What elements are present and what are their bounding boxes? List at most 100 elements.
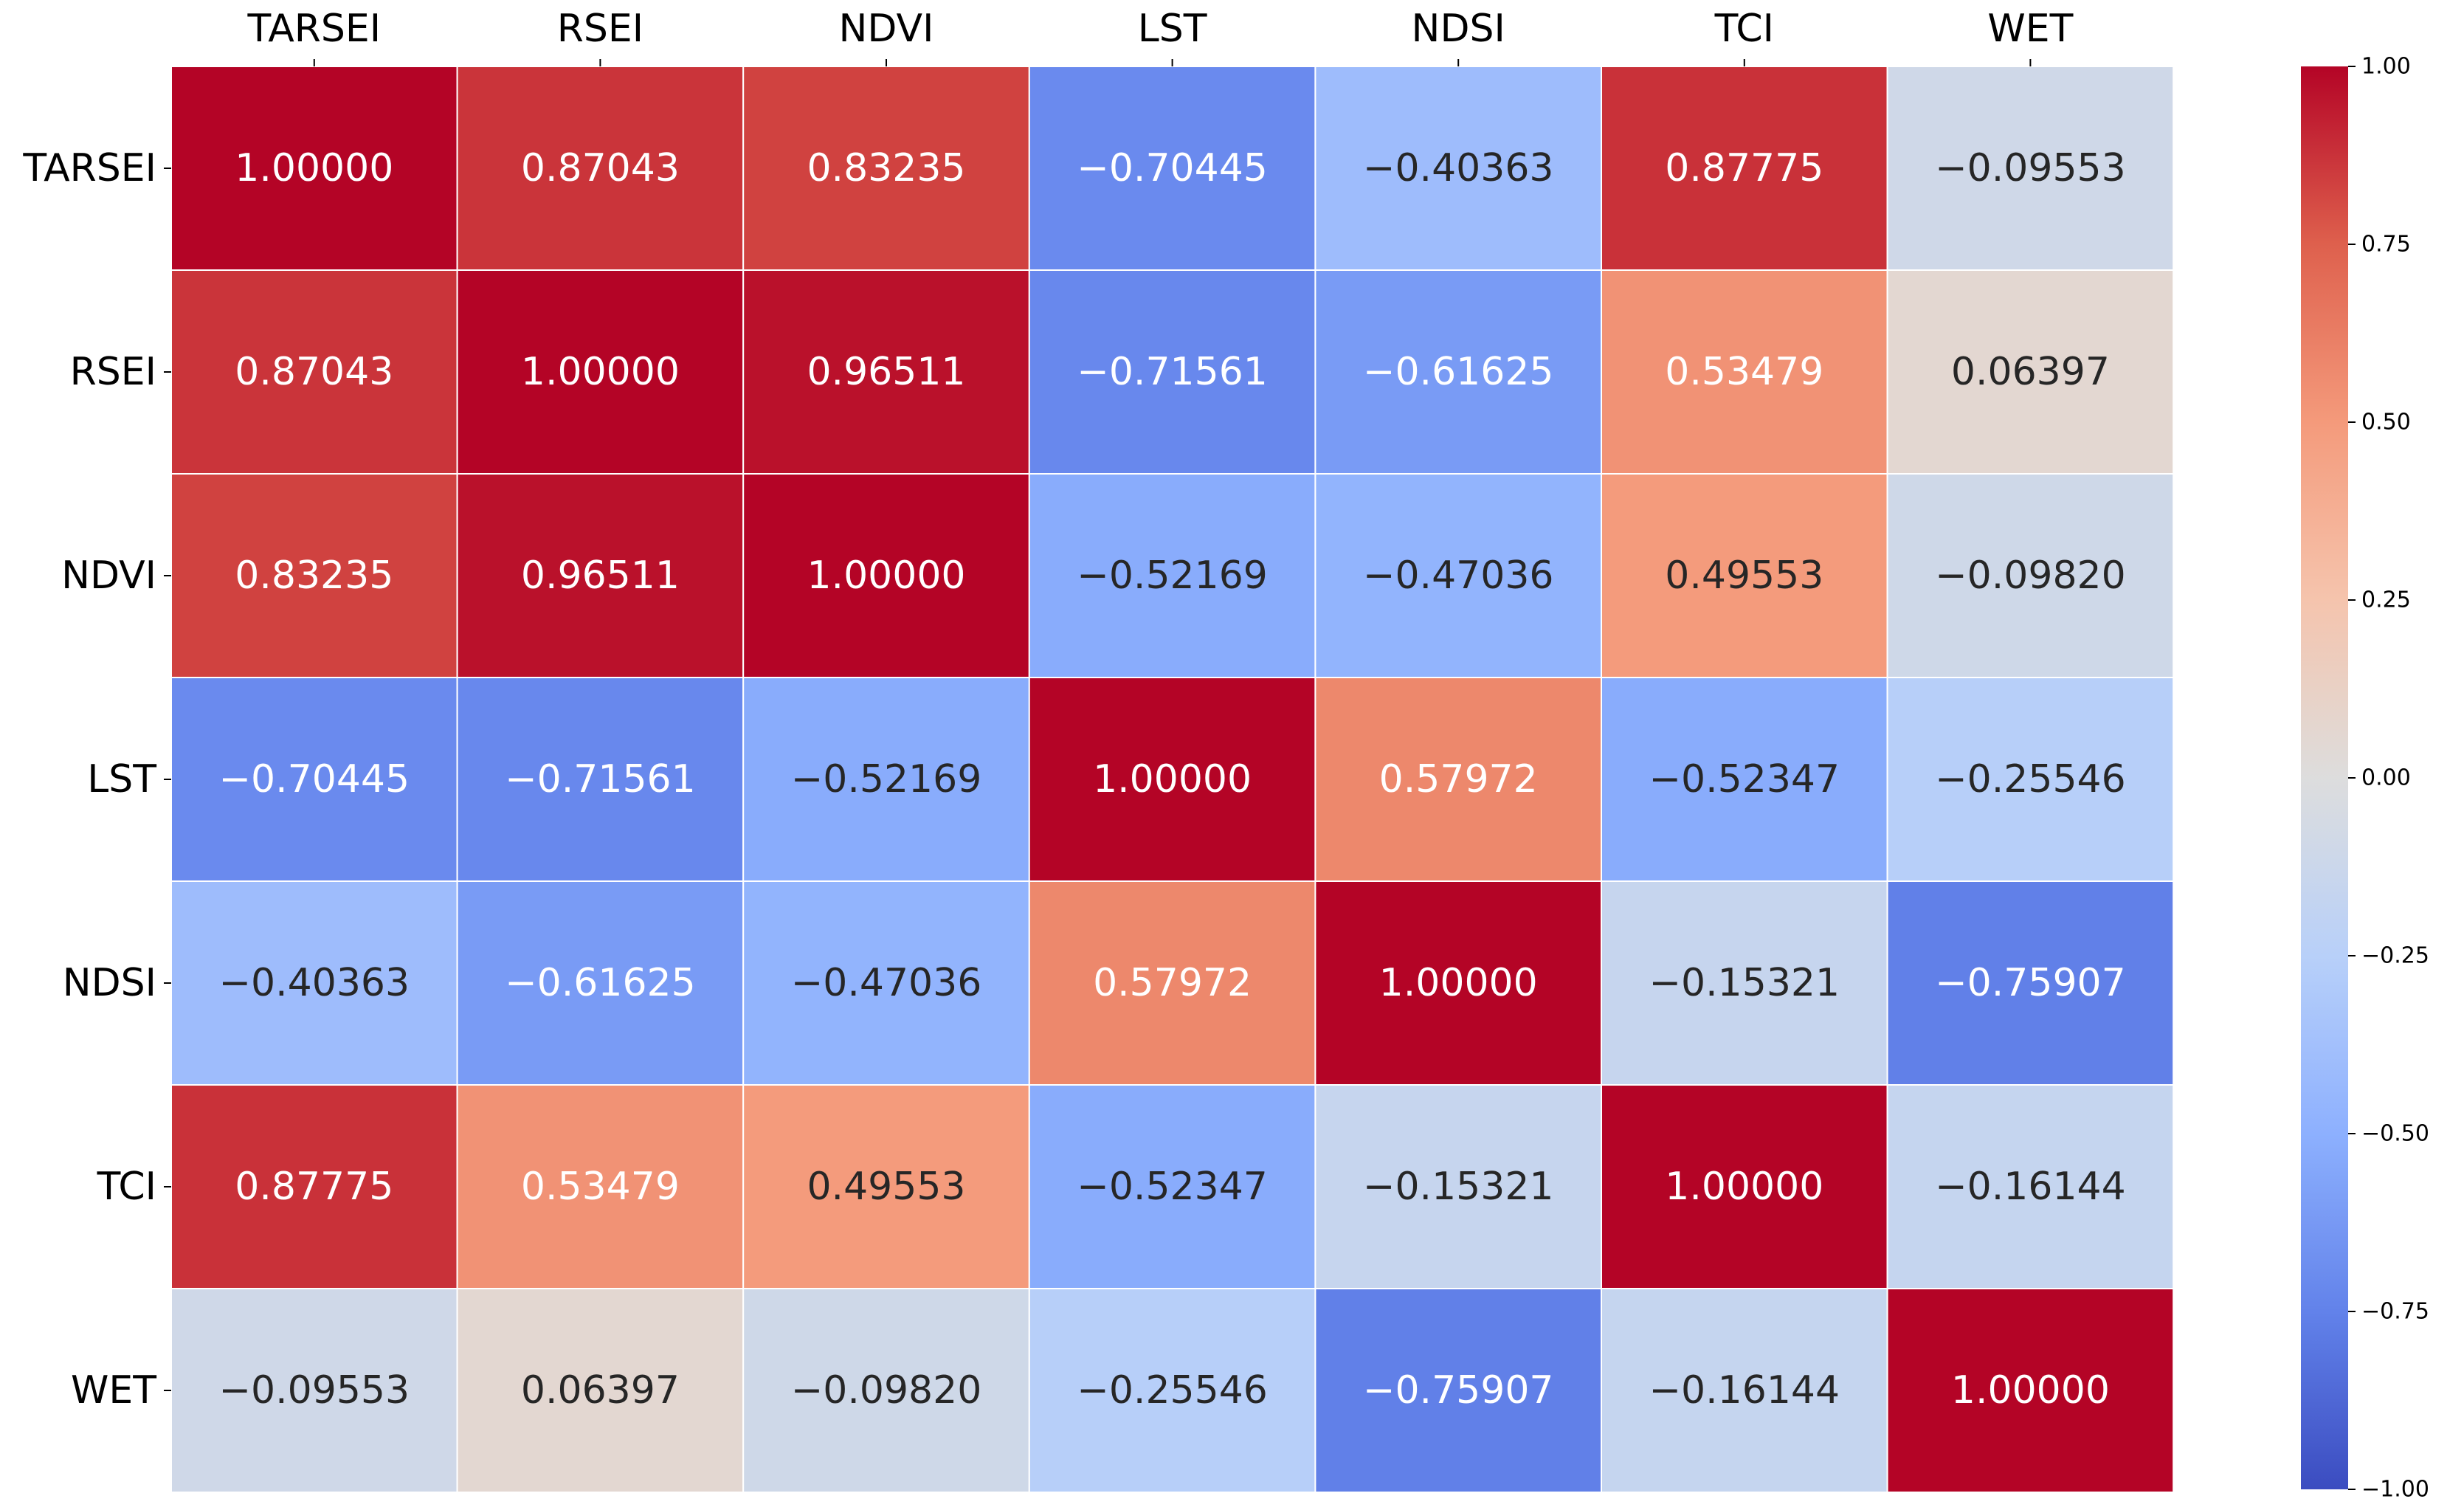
cell-value-label: 0.49553 — [1665, 554, 1823, 598]
heatmap-cell — [1601, 677, 1888, 882]
row-labels: TARSEI RSEI NDVI LST NDSI TCI WET — [22, 146, 171, 1413]
heatmap-cell — [1601, 1288, 1888, 1493]
cell-value-label: −0.15321 — [1363, 1165, 1554, 1209]
cell-value-label: −0.25546 — [1935, 757, 2126, 801]
heatmap-cell — [1314, 473, 1603, 678]
cell-value-label: −0.71561 — [505, 757, 696, 801]
cell-value-label: −0.52169 — [791, 757, 982, 801]
colorbar-tick-label: 1.00 — [2361, 54, 2411, 80]
heatmap-cells: 1.00000 0.87043 0.83235 −0.70445 −0.40363 0.8… — [170, 66, 2175, 1493]
cell-value-label: −0.25546 — [1077, 1368, 1268, 1413]
cell-value-label: −0.40363 — [218, 961, 410, 1005]
heatmap-cell — [170, 66, 458, 271]
cell-value-label: 0.53479 — [1665, 350, 1823, 394]
colorbar-gradient — [2301, 66, 2348, 1489]
colorbar-tick-label: −1.00 — [2361, 1477, 2429, 1503]
heatmap-cell — [456, 1084, 745, 1289]
cell-value-label: 1.00000 — [1951, 1368, 2110, 1413]
cell-value-label: −0.15321 — [1649, 961, 1840, 1005]
column-label: LST — [1138, 7, 1207, 51]
column-label: TARSEI — [246, 7, 381, 51]
heatmap-cell — [1886, 880, 2175, 1086]
heatmap-cell — [1028, 66, 1316, 271]
heatmap-cell — [1601, 269, 1888, 475]
heatmap-cell — [1886, 677, 2175, 882]
heatmap-cell — [1886, 473, 2175, 678]
cell-value-label: −0.47036 — [791, 961, 982, 1005]
heatmap-cell — [1028, 677, 1316, 882]
cell-value-label: 0.57972 — [1093, 961, 1252, 1005]
row-label: LST — [87, 757, 156, 801]
cell-value-label: 0.57972 — [1379, 757, 1538, 801]
colorbar-tick-label: −0.25 — [2361, 943, 2429, 969]
cell-value-label: −0.09820 — [791, 1368, 982, 1413]
cell-value-label: −0.16144 — [1649, 1368, 1840, 1413]
row-label: TCI — [97, 1165, 156, 1209]
column-labels: TARSEI RSEI NDVI LST NDSI TCI WET — [246, 7, 2074, 66]
column-label: WET — [1987, 7, 2073, 51]
cell-value-label: 1.00000 — [235, 146, 393, 190]
heatmap-cell — [456, 1288, 745, 1493]
heatmap-cell — [1601, 66, 1888, 271]
cell-value-label: 0.87043 — [521, 146, 680, 190]
cell-value-label: −0.52347 — [1077, 1165, 1268, 1209]
colorbar-tick-label: −0.50 — [2361, 1121, 2429, 1147]
heatmap-cell — [1886, 1084, 2175, 1289]
heatmap-cell — [1028, 1084, 1316, 1289]
heatmap-cell — [742, 1084, 1030, 1289]
row-label: NDVI — [61, 554, 156, 598]
row-label: TARSEI — [22, 146, 156, 190]
cell-value-label: 0.87043 — [235, 350, 393, 394]
colorbar-tick-label: 0.00 — [2361, 765, 2411, 791]
cell-value-label: −0.47036 — [1363, 554, 1554, 598]
heatmap-cell — [742, 473, 1030, 678]
cell-value-label: −0.61625 — [505, 961, 696, 1005]
cell-value-label: 0.53479 — [521, 1165, 680, 1209]
colorbar-tick-label: 0.25 — [2361, 587, 2411, 613]
heatmap-cell — [1314, 1084, 1603, 1289]
cell-value-label: 0.96511 — [807, 350, 965, 394]
heatmap-cell — [742, 269, 1030, 475]
colorbar-tick-label: 0.50 — [2361, 410, 2411, 435]
cell-value-label: 0.06397 — [521, 1368, 680, 1413]
cell-value-label: −0.61625 — [1363, 350, 1554, 394]
colorbar-tick-label: −0.75 — [2361, 1299, 2429, 1325]
heatmap-cell — [456, 473, 745, 678]
heatmap-cell — [1886, 1288, 2175, 1493]
heatmap-cell — [1601, 473, 1888, 678]
row-label: NDSI — [63, 961, 156, 1005]
cell-value-label: 0.83235 — [807, 146, 965, 190]
row-label: RSEI — [70, 350, 156, 394]
heatmap-cell — [170, 1288, 458, 1493]
colorbar-tick-label: 0.75 — [2361, 232, 2411, 258]
cell-value-label: −0.40363 — [1363, 146, 1554, 190]
column-label: NDVI — [839, 7, 934, 51]
heatmap-cell — [1886, 269, 2175, 475]
heatmap-cell — [742, 880, 1030, 1086]
cell-value-label: 1.00000 — [1665, 1165, 1823, 1209]
cell-value-label: −0.75907 — [1935, 961, 2126, 1005]
cell-value-label: 0.49553 — [807, 1165, 965, 1209]
cell-value-label: −0.16144 — [1935, 1165, 2126, 1209]
cell-value-label: 1.00000 — [1093, 757, 1252, 801]
heatmap-cell — [1314, 1288, 1603, 1493]
cell-value-label: 1.00000 — [1379, 961, 1538, 1005]
heatmap-cell — [170, 880, 458, 1086]
column-label: NDSI — [1412, 7, 1505, 51]
heatmap-cell — [1601, 880, 1888, 1086]
cell-value-label: 1.00000 — [807, 554, 965, 598]
cell-value-label: −0.52169 — [1077, 554, 1268, 598]
cell-value-label: 0.87775 — [1665, 146, 1823, 190]
heatmap-cell — [742, 1288, 1030, 1493]
heatmap-cell — [170, 473, 458, 678]
cell-value-label: −0.70445 — [1077, 146, 1268, 190]
cell-value-label: 0.83235 — [235, 554, 393, 598]
heatmap-cell — [456, 677, 745, 882]
cell-value-label: −0.52347 — [1649, 757, 1840, 801]
heatmap-cell — [1314, 269, 1603, 475]
cell-value-label: −0.09820 — [1935, 554, 2126, 598]
colorbar: 1.00 0.75 0.50 0.25 0.00 −0.25 −0.50 −0.75 −1.00 — [2301, 54, 2429, 1503]
heatmap-cell — [456, 66, 745, 271]
cell-value-label: 0.96511 — [521, 554, 680, 598]
